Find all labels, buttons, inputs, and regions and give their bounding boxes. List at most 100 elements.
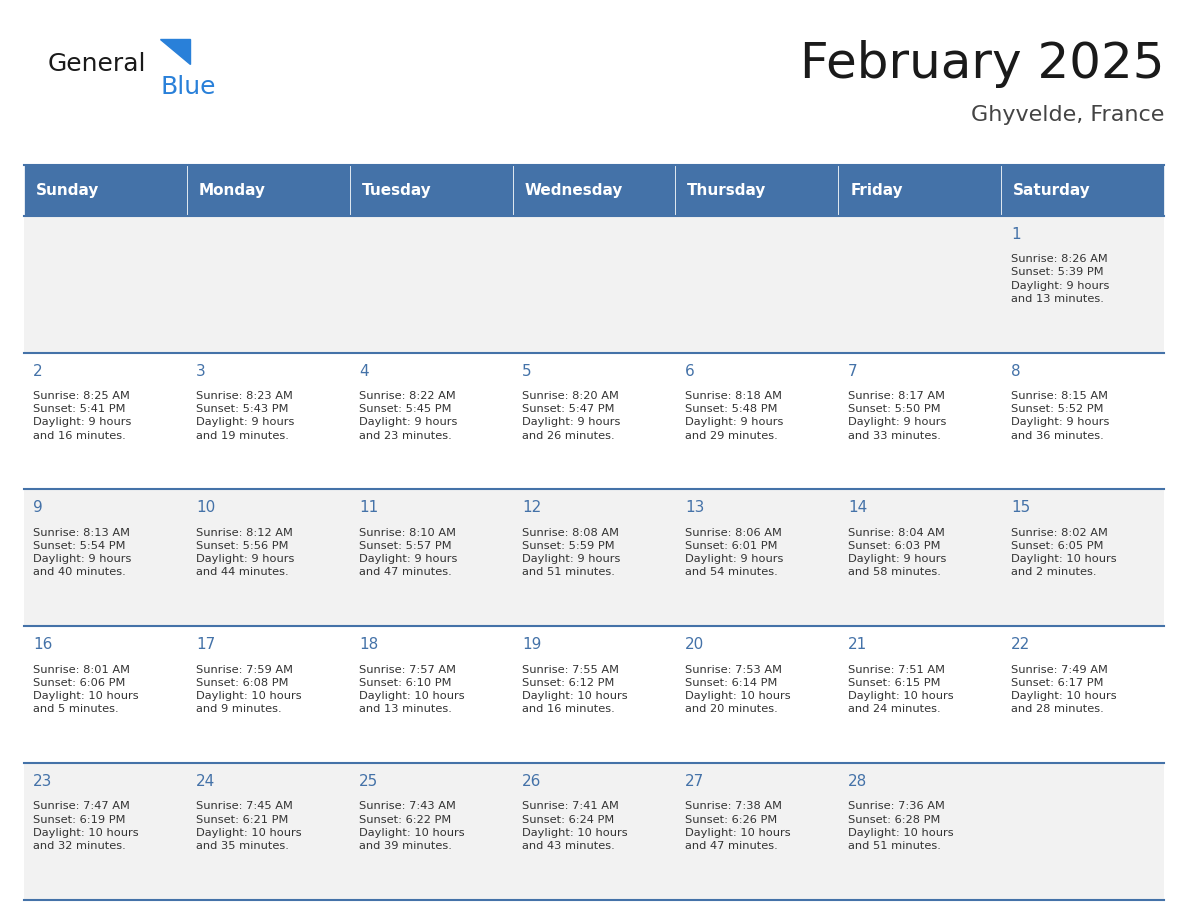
Text: Sunday: Sunday <box>36 183 99 198</box>
Bar <box>349 165 512 216</box>
Bar <box>676 353 839 489</box>
Bar <box>512 626 676 763</box>
Text: Sunrise: 7:59 AM
Sunset: 6:08 PM
Daylight: 10 hours
and 9 minutes.: Sunrise: 7:59 AM Sunset: 6:08 PM Dayligh… <box>196 665 302 714</box>
Text: 7: 7 <box>848 364 858 378</box>
Text: 15: 15 <box>1011 500 1030 515</box>
Text: 14: 14 <box>848 500 867 515</box>
Text: 9: 9 <box>33 500 43 515</box>
Bar <box>24 165 187 216</box>
Bar <box>187 626 349 763</box>
Text: Thursday: Thursday <box>688 183 766 198</box>
Text: 16: 16 <box>33 637 52 652</box>
Text: 13: 13 <box>685 500 704 515</box>
Bar <box>512 353 676 489</box>
Bar <box>676 489 839 626</box>
Text: 2: 2 <box>33 364 43 378</box>
Bar <box>349 626 512 763</box>
Text: 23: 23 <box>33 774 52 789</box>
Bar <box>349 763 512 900</box>
Bar <box>187 165 349 216</box>
Text: Sunrise: 7:45 AM
Sunset: 6:21 PM
Daylight: 10 hours
and 35 minutes.: Sunrise: 7:45 AM Sunset: 6:21 PM Dayligh… <box>196 801 302 851</box>
Text: Saturday: Saturday <box>1013 183 1091 198</box>
Bar <box>1001 489 1164 626</box>
Bar <box>24 489 187 626</box>
Text: Sunrise: 8:12 AM
Sunset: 5:56 PM
Daylight: 9 hours
and 44 minutes.: Sunrise: 8:12 AM Sunset: 5:56 PM Dayligh… <box>196 528 295 577</box>
Text: 27: 27 <box>685 774 704 789</box>
Text: Sunrise: 8:02 AM
Sunset: 6:05 PM
Daylight: 10 hours
and 2 minutes.: Sunrise: 8:02 AM Sunset: 6:05 PM Dayligh… <box>1011 528 1117 577</box>
Bar <box>24 763 187 900</box>
Bar <box>24 216 187 353</box>
Text: Sunrise: 8:17 AM
Sunset: 5:50 PM
Daylight: 9 hours
and 33 minutes.: Sunrise: 8:17 AM Sunset: 5:50 PM Dayligh… <box>848 391 947 441</box>
Bar <box>676 216 839 353</box>
Text: 22: 22 <box>1011 637 1030 652</box>
Text: Monday: Monday <box>198 183 266 198</box>
Bar <box>1001 763 1164 900</box>
Text: Sunrise: 8:18 AM
Sunset: 5:48 PM
Daylight: 9 hours
and 29 minutes.: Sunrise: 8:18 AM Sunset: 5:48 PM Dayligh… <box>685 391 783 441</box>
Bar <box>839 216 1001 353</box>
Text: Wednesday: Wednesday <box>524 183 623 198</box>
Text: 17: 17 <box>196 637 215 652</box>
Text: Sunrise: 8:26 AM
Sunset: 5:39 PM
Daylight: 9 hours
and 13 minutes.: Sunrise: 8:26 AM Sunset: 5:39 PM Dayligh… <box>1011 254 1110 304</box>
Bar <box>676 165 839 216</box>
Bar <box>1001 216 1164 353</box>
Text: 28: 28 <box>848 774 867 789</box>
Text: Sunrise: 8:06 AM
Sunset: 6:01 PM
Daylight: 9 hours
and 54 minutes.: Sunrise: 8:06 AM Sunset: 6:01 PM Dayligh… <box>685 528 783 577</box>
Text: Sunrise: 8:04 AM
Sunset: 6:03 PM
Daylight: 9 hours
and 58 minutes.: Sunrise: 8:04 AM Sunset: 6:03 PM Dayligh… <box>848 528 947 577</box>
Text: 10: 10 <box>196 500 215 515</box>
Bar <box>839 353 1001 489</box>
Text: Sunrise: 8:10 AM
Sunset: 5:57 PM
Daylight: 9 hours
and 47 minutes.: Sunrise: 8:10 AM Sunset: 5:57 PM Dayligh… <box>359 528 457 577</box>
Text: Sunrise: 8:22 AM
Sunset: 5:45 PM
Daylight: 9 hours
and 23 minutes.: Sunrise: 8:22 AM Sunset: 5:45 PM Dayligh… <box>359 391 457 441</box>
Text: Sunrise: 8:15 AM
Sunset: 5:52 PM
Daylight: 9 hours
and 36 minutes.: Sunrise: 8:15 AM Sunset: 5:52 PM Dayligh… <box>1011 391 1110 441</box>
Text: Sunrise: 7:36 AM
Sunset: 6:28 PM
Daylight: 10 hours
and 51 minutes.: Sunrise: 7:36 AM Sunset: 6:28 PM Dayligh… <box>848 801 954 851</box>
Bar <box>24 353 187 489</box>
Bar <box>1001 626 1164 763</box>
Text: Sunrise: 7:51 AM
Sunset: 6:15 PM
Daylight: 10 hours
and 24 minutes.: Sunrise: 7:51 AM Sunset: 6:15 PM Dayligh… <box>848 665 954 714</box>
Text: Sunrise: 7:41 AM
Sunset: 6:24 PM
Daylight: 10 hours
and 43 minutes.: Sunrise: 7:41 AM Sunset: 6:24 PM Dayligh… <box>522 801 627 851</box>
Text: Sunrise: 7:47 AM
Sunset: 6:19 PM
Daylight: 10 hours
and 32 minutes.: Sunrise: 7:47 AM Sunset: 6:19 PM Dayligh… <box>33 801 139 851</box>
Text: 25: 25 <box>359 774 378 789</box>
Text: 8: 8 <box>1011 364 1020 378</box>
Text: 19: 19 <box>522 637 542 652</box>
Text: Ghyvelde, France: Ghyvelde, France <box>971 105 1164 125</box>
Text: Friday: Friday <box>851 183 903 198</box>
Bar <box>839 626 1001 763</box>
Bar <box>187 763 349 900</box>
Bar <box>1001 353 1164 489</box>
Text: Sunrise: 8:23 AM
Sunset: 5:43 PM
Daylight: 9 hours
and 19 minutes.: Sunrise: 8:23 AM Sunset: 5:43 PM Dayligh… <box>196 391 295 441</box>
Text: February 2025: February 2025 <box>800 40 1164 88</box>
Text: Sunrise: 7:53 AM
Sunset: 6:14 PM
Daylight: 10 hours
and 20 minutes.: Sunrise: 7:53 AM Sunset: 6:14 PM Dayligh… <box>685 665 790 714</box>
Text: Sunrise: 8:25 AM
Sunset: 5:41 PM
Daylight: 9 hours
and 16 minutes.: Sunrise: 8:25 AM Sunset: 5:41 PM Dayligh… <box>33 391 132 441</box>
Text: 11: 11 <box>359 500 378 515</box>
Text: Sunrise: 7:49 AM
Sunset: 6:17 PM
Daylight: 10 hours
and 28 minutes.: Sunrise: 7:49 AM Sunset: 6:17 PM Dayligh… <box>1011 665 1117 714</box>
Text: Sunrise: 7:38 AM
Sunset: 6:26 PM
Daylight: 10 hours
and 47 minutes.: Sunrise: 7:38 AM Sunset: 6:26 PM Dayligh… <box>685 801 790 851</box>
Bar <box>187 353 349 489</box>
Text: Sunrise: 7:57 AM
Sunset: 6:10 PM
Daylight: 10 hours
and 13 minutes.: Sunrise: 7:57 AM Sunset: 6:10 PM Dayligh… <box>359 665 465 714</box>
Text: Tuesday: Tuesday <box>361 183 431 198</box>
Bar <box>676 626 839 763</box>
Bar <box>839 165 1001 216</box>
Bar <box>1001 165 1164 216</box>
Bar <box>24 626 187 763</box>
Text: General: General <box>48 52 146 76</box>
Text: 24: 24 <box>196 774 215 789</box>
Text: Blue: Blue <box>160 75 216 99</box>
Polygon shape <box>160 39 190 64</box>
Text: Sunrise: 8:01 AM
Sunset: 6:06 PM
Daylight: 10 hours
and 5 minutes.: Sunrise: 8:01 AM Sunset: 6:06 PM Dayligh… <box>33 665 139 714</box>
Text: Sunrise: 7:55 AM
Sunset: 6:12 PM
Daylight: 10 hours
and 16 minutes.: Sunrise: 7:55 AM Sunset: 6:12 PM Dayligh… <box>522 665 627 714</box>
Bar <box>349 353 512 489</box>
Bar <box>349 216 512 353</box>
Text: 21: 21 <box>848 637 867 652</box>
Bar <box>676 763 839 900</box>
Bar <box>512 216 676 353</box>
Text: 1: 1 <box>1011 227 1020 241</box>
Text: 20: 20 <box>685 637 704 652</box>
Text: Sunrise: 8:13 AM
Sunset: 5:54 PM
Daylight: 9 hours
and 40 minutes.: Sunrise: 8:13 AM Sunset: 5:54 PM Dayligh… <box>33 528 132 577</box>
Bar <box>187 489 349 626</box>
Bar <box>187 216 349 353</box>
Bar <box>839 763 1001 900</box>
Text: Sunrise: 8:08 AM
Sunset: 5:59 PM
Daylight: 9 hours
and 51 minutes.: Sunrise: 8:08 AM Sunset: 5:59 PM Dayligh… <box>522 528 620 577</box>
Text: 26: 26 <box>522 774 542 789</box>
Bar <box>512 165 676 216</box>
Text: Sunrise: 7:43 AM
Sunset: 6:22 PM
Daylight: 10 hours
and 39 minutes.: Sunrise: 7:43 AM Sunset: 6:22 PM Dayligh… <box>359 801 465 851</box>
Bar <box>349 489 512 626</box>
